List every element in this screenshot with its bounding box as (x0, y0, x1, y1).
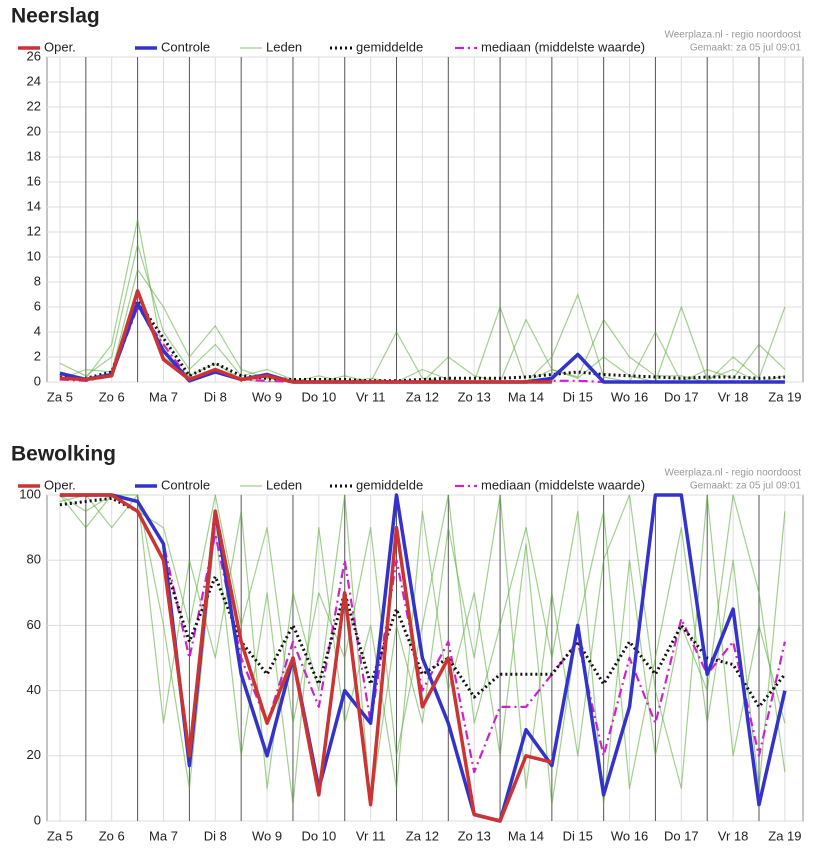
y-tick-label: 4 (34, 323, 41, 338)
series-line (59, 493, 553, 823)
series-line (59, 493, 786, 774)
x-tick-label: Di 15 (563, 389, 593, 404)
x-tick-label: Za 19 (768, 389, 801, 404)
legend-label: Controle (161, 39, 210, 54)
x-tick-label: Zo 13 (458, 828, 491, 843)
y-tick-label: 20 (27, 747, 41, 762)
legend-label: Oper. (44, 477, 76, 492)
x-tick-label: Za 12 (406, 828, 439, 843)
x-tick-label: Do 10 (301, 389, 336, 404)
x-tick-label: Ma 14 (508, 389, 544, 404)
series-layer (59, 493, 787, 823)
y-tick-label: 6 (34, 298, 41, 313)
x-tick-label: Di 8 (204, 828, 227, 843)
x-tick-label: Ma 14 (508, 828, 544, 843)
x-tick-label: Vr 18 (718, 828, 749, 843)
series-line (59, 289, 552, 384)
series-line (59, 494, 786, 806)
y-tick-label: 14 (27, 198, 41, 213)
x-tick-label: Zo 6 (99, 389, 125, 404)
y-tick-label: 60 (27, 617, 41, 632)
source-credit: Weerplaza.nl - regio noordoost (664, 468, 801, 479)
x-tick-label: Za 5 (47, 828, 73, 843)
x-tick-label: Ma 7 (149, 389, 178, 404)
y-tick-label: 100 (19, 486, 41, 501)
x-tick-label: Do 10 (301, 828, 336, 843)
series-layer (59, 218, 786, 384)
created-credit: Gemaakt: za 05 jul 09:01 (690, 43, 802, 54)
x-tick-label: Vr 11 (356, 828, 386, 843)
legend-label: Oper. (44, 39, 76, 54)
chart-title: Neerslag (11, 5, 100, 28)
x-tick-label: Wo 16 (611, 389, 648, 404)
y-tick-label: 20 (27, 123, 41, 138)
y-tick-label: 26 (27, 48, 41, 63)
legend-label: gemiddelde (356, 477, 423, 492)
series-line (59, 299, 785, 383)
y-tick-label: 40 (27, 682, 41, 697)
y-tick-label: 16 (27, 173, 41, 188)
legend-label: Leden (266, 39, 302, 54)
x-tick-label: Do 17 (664, 389, 699, 404)
x-tick-label: Wo 16 (611, 828, 648, 843)
x-tick-label: Di 15 (563, 828, 593, 843)
series-line (59, 494, 786, 806)
legend-label: mediaan (middelste waarde) (481, 477, 645, 492)
y-tick-label: 2 (34, 348, 41, 363)
legend-label: gemiddelde (356, 39, 423, 54)
legend-label: Controle (161, 477, 210, 492)
x-tick-label: Za 19 (768, 828, 801, 843)
x-tick-label: Zo 6 (99, 828, 125, 843)
legend-label: Leden (266, 477, 302, 492)
x-tick-label: Za 5 (47, 389, 73, 404)
legend-label: mediaan (middelste waarde) (481, 39, 645, 54)
x-tick-label: Do 17 (664, 828, 699, 843)
x-tick-label: Ma 7 (149, 828, 178, 843)
y-tick-label: 8 (34, 273, 41, 288)
x-tick-label: Vr 18 (718, 389, 749, 404)
x-tick-label: Wo 9 (252, 389, 282, 404)
created-credit: Gemaakt: za 05 jul 09:01 (690, 481, 802, 492)
plot-area (46, 56, 804, 383)
y-tick-label: 22 (27, 98, 41, 113)
x-tick-label: Za 12 (406, 389, 439, 404)
x-tick-label: Zo 13 (458, 389, 491, 404)
y-tick-label: 80 (27, 552, 41, 567)
series-line (59, 243, 786, 383)
y-tick-label: 10 (27, 248, 41, 263)
chart-title: Bewolking (11, 443, 116, 466)
x-tick-label: Wo 9 (252, 828, 282, 843)
series-line (59, 494, 786, 806)
x-tick-label: Di 8 (204, 389, 227, 404)
y-tick-label: 24 (27, 73, 41, 88)
x-tick-label: Vr 11 (356, 389, 386, 404)
source-credit: Weerplaza.nl - regio noordoost (664, 30, 801, 41)
y-tick-label: 0 (34, 373, 41, 388)
y-tick-label: 18 (27, 148, 41, 163)
y-tick-label: 0 (34, 812, 41, 827)
y-tick-label: 12 (27, 223, 41, 238)
